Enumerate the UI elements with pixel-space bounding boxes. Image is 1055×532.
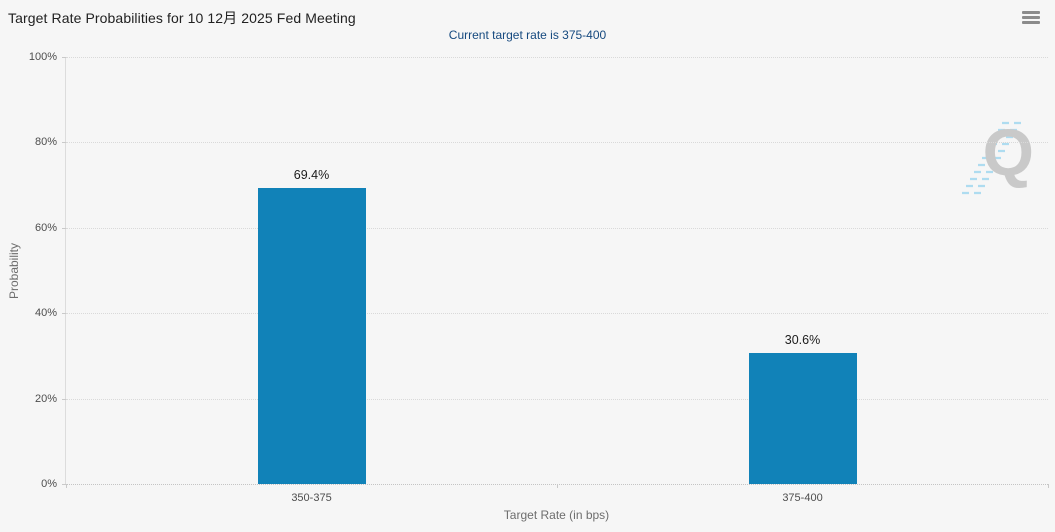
y-tick-label: 80% xyxy=(34,136,57,149)
y-axis-title: Probability xyxy=(7,242,21,299)
x-tick-mark xyxy=(1048,484,1049,488)
x-tick-mark xyxy=(66,484,67,488)
x-tick-label: 350-375 xyxy=(291,492,332,504)
y-tick-mark xyxy=(62,227,66,229)
y-tick-label: 20% xyxy=(34,392,57,405)
x-tick-label: 375-400 xyxy=(782,492,823,504)
y-tick-mark xyxy=(62,57,66,58)
bar-350-375[interactable]: 69.4% xyxy=(257,168,366,484)
bar-value-label: 30.6% xyxy=(784,333,821,348)
hamburger-menu-icon[interactable] xyxy=(1021,8,1043,26)
watermark-letter: Q xyxy=(982,115,1034,189)
gridline xyxy=(66,227,1048,229)
bar-value-label: 69.4% xyxy=(293,167,330,182)
gridline xyxy=(66,398,1048,400)
y-tick-label: 60% xyxy=(34,221,57,234)
plot-area: Q 0% 20% 40% 60% 80% 100% 69.4% 350-375 30.6% 375… xyxy=(29,51,1049,504)
quikstrike-watermark-icon: Q xyxy=(958,117,1038,199)
bar-375-400[interactable]: 30.6% xyxy=(748,333,857,484)
y-tick-mark xyxy=(62,142,66,144)
y-tick-label: 0% xyxy=(41,478,57,490)
y-tick-label: 100% xyxy=(28,51,57,63)
x-tick-mark xyxy=(557,484,558,488)
chart-subtitle: Current target rate is 375-400 xyxy=(448,28,607,42)
x-axis-title: Target Rate (in bps) xyxy=(503,508,610,522)
gridline xyxy=(66,313,1048,315)
chart-title: Target Rate Probabilities for 10 12月 202… xyxy=(8,10,356,26)
gridline xyxy=(66,142,1048,144)
gridline xyxy=(66,57,1048,58)
y-tick-label: 40% xyxy=(34,307,57,320)
y-tick-mark xyxy=(62,398,66,400)
y-tick-mark xyxy=(62,313,66,315)
y-tick-mark xyxy=(62,484,66,485)
